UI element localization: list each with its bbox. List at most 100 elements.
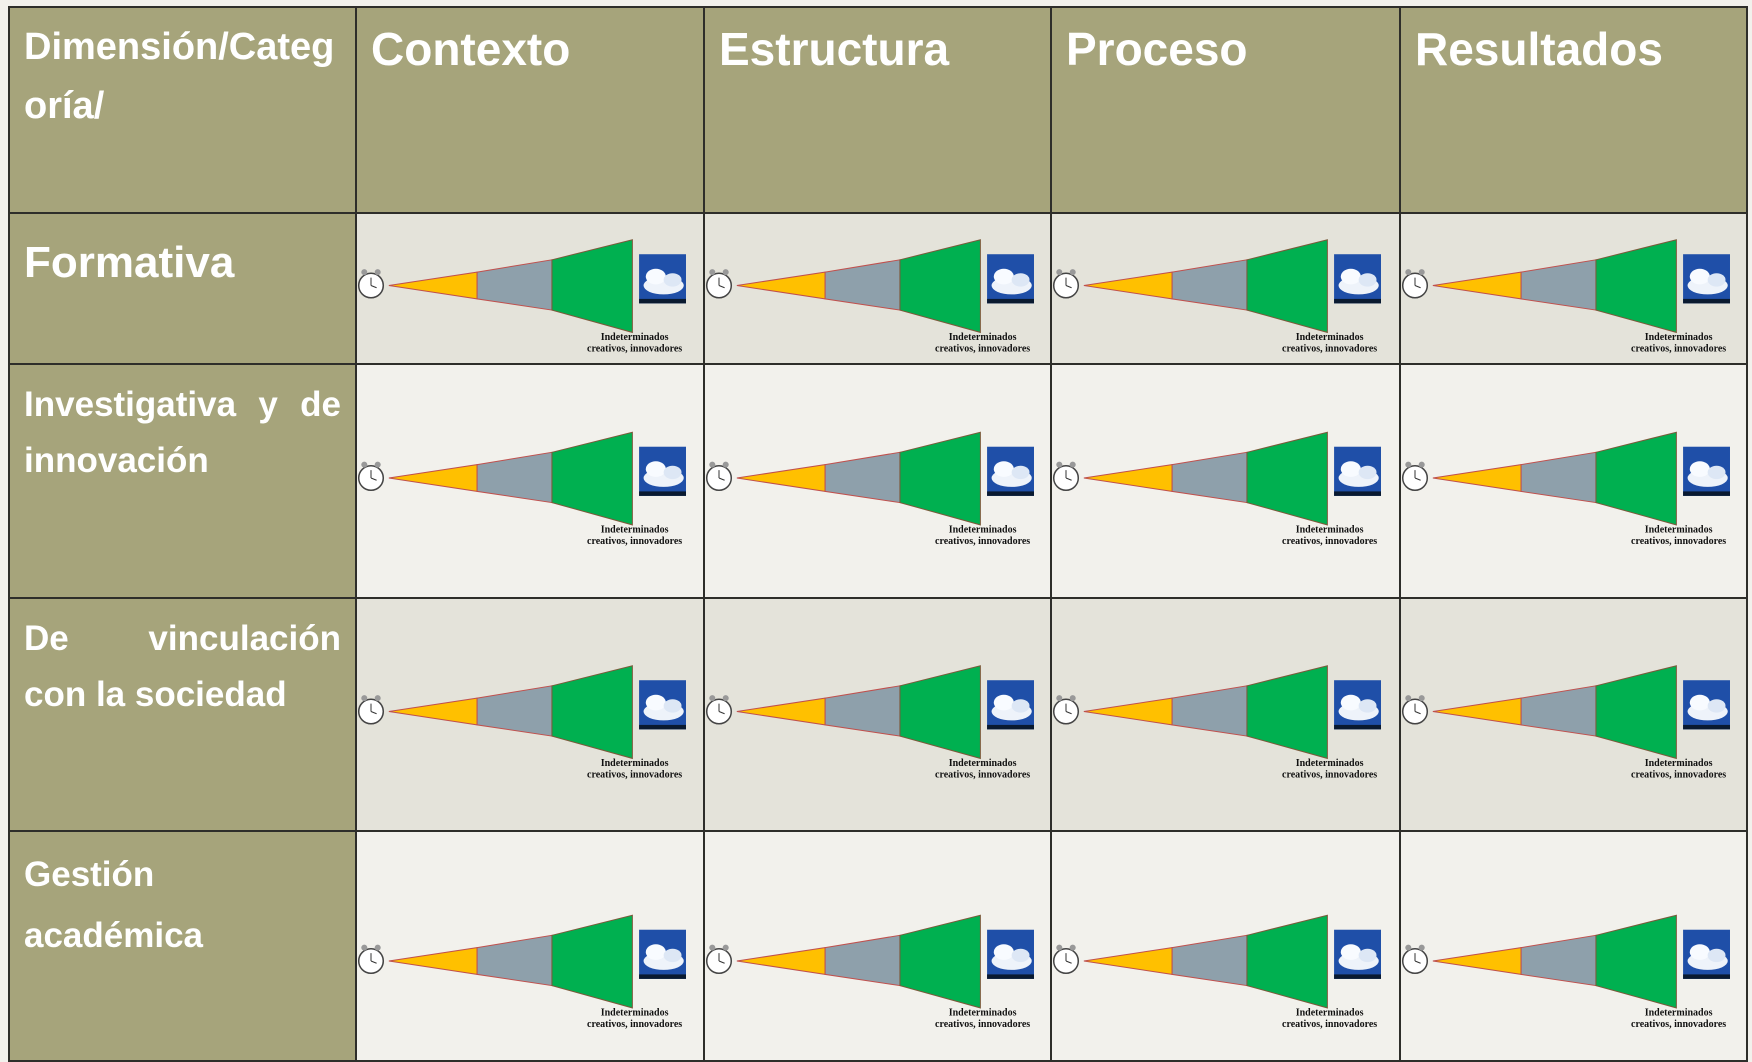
row-label: Gestión académica [24, 855, 204, 956]
cone-grey [824, 259, 901, 311]
cloud [1689, 944, 1710, 960]
cloud [1340, 268, 1361, 285]
cone-green [899, 239, 981, 334]
cone-grey [1520, 685, 1597, 737]
caption: Indeterminados [949, 332, 1017, 343]
sky-image [987, 446, 1034, 496]
clock-bell [361, 269, 368, 276]
sky-image [1683, 254, 1730, 304]
cloud [645, 944, 666, 960]
horizon [987, 974, 1034, 979]
cloud [1689, 461, 1710, 477]
clock-hand [370, 960, 377, 964]
clock-bell [709, 269, 716, 276]
caption: creativos, innovadores [935, 1019, 1030, 1030]
diagram-cell: Indeterminados creativos, innovadores [1399, 363, 1748, 599]
sky-image [1683, 929, 1730, 979]
clock-icon [1401, 695, 1429, 725]
clock-bell [374, 269, 381, 276]
caption: creativos, innovadores [1282, 1019, 1377, 1030]
sky-image [639, 929, 686, 979]
clock-bell [709, 461, 716, 468]
clock-hand [1065, 477, 1072, 481]
clock-bell [1069, 461, 1076, 468]
caption: Indeterminados [601, 332, 669, 343]
clock-bell [1056, 269, 1063, 276]
caption: creativos, innovadores [1282, 343, 1377, 354]
horizon [639, 724, 686, 730]
clock-bell [374, 461, 381, 468]
clock-bell [1069, 944, 1076, 951]
horizon [1683, 974, 1730, 979]
cloud [993, 944, 1014, 960]
sky-image [987, 680, 1034, 730]
clock-hand [718, 711, 725, 715]
clock-bell [1069, 269, 1076, 276]
cone-yellow [1083, 271, 1173, 300]
diagram-cell: Indeterminados creativos, innovadores [355, 212, 705, 365]
cone-yellow [1432, 464, 1522, 492]
clock-bell [1056, 695, 1063, 702]
cloud [1358, 465, 1377, 480]
caption: creativos, innovadores [935, 769, 1030, 780]
clock-bell [1418, 269, 1425, 276]
cone-grey [1520, 451, 1597, 504]
clock-bell [709, 944, 716, 951]
header-cell: Contexto [355, 6, 705, 214]
clock-bell [361, 461, 368, 468]
clock-bell [1418, 695, 1425, 702]
cone-yellow [1083, 464, 1173, 492]
header-cell: Dimensión/Categoría/ [8, 6, 357, 214]
clock-bell [722, 695, 729, 702]
cloud [993, 694, 1014, 711]
caption: Indeterminados [949, 525, 1017, 536]
clock-icon [1052, 461, 1080, 492]
cloud [1340, 944, 1361, 960]
cone-green [1595, 914, 1677, 1009]
cone-yellow [736, 271, 826, 300]
cone-grey [824, 451, 901, 504]
cloud [1707, 273, 1726, 287]
sky-image [1334, 929, 1381, 979]
cone-grey [476, 934, 553, 987]
cone-yellow [1432, 697, 1522, 726]
caption: Indeterminados [1296, 525, 1364, 536]
cone-grey [824, 934, 901, 987]
cloud [1340, 694, 1361, 711]
cone-grey [476, 451, 553, 504]
cone-grey [1171, 934, 1248, 987]
clock-hand [370, 711, 377, 715]
cone-yellow [388, 697, 478, 726]
cloud [1340, 461, 1361, 477]
diagram-cell: Indeterminados creativos, innovadores [355, 830, 705, 1062]
caption: creativos, innovadores [1282, 536, 1377, 547]
diagram-cell: Indeterminados creativos, innovadores [703, 830, 1052, 1062]
cloud [663, 699, 682, 713]
row-label-cell: De vinculación con la sociedad [8, 597, 357, 832]
clock-hand [718, 285, 725, 289]
cone-green [1595, 239, 1677, 334]
cone-green [1246, 665, 1328, 760]
diagram-cell: Indeterminados creativos, innovadores [703, 212, 1052, 365]
cloud [1707, 948, 1726, 963]
cone-green [551, 239, 633, 334]
cone-yellow [388, 464, 478, 492]
horizon [1683, 724, 1730, 730]
caption: Indeterminados [1645, 758, 1713, 769]
clock-bell [361, 944, 368, 951]
clock-hand [1414, 477, 1421, 481]
caption: Indeterminados [1645, 525, 1713, 536]
horizon [987, 724, 1034, 730]
cloud [1011, 948, 1030, 963]
cone-grey [1520, 934, 1597, 987]
clock-bell [1405, 695, 1412, 702]
clock-bell [374, 944, 381, 951]
cloud [663, 465, 682, 480]
caption: Indeterminados [601, 1008, 669, 1019]
cone-green [551, 665, 633, 760]
cloud [1011, 465, 1030, 480]
clock-hand [370, 477, 377, 481]
